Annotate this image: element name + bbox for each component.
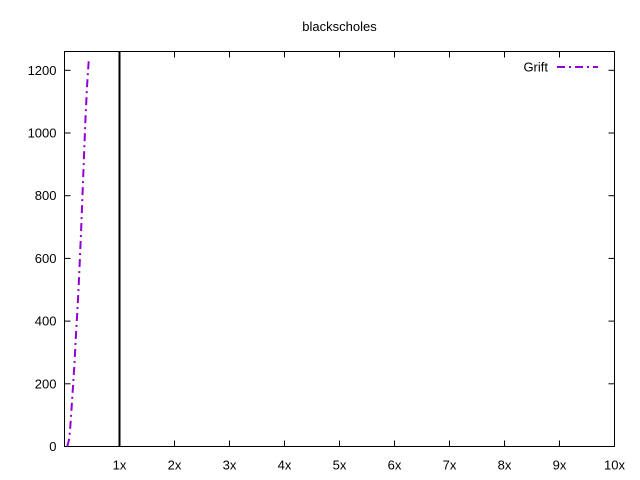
y-tick-label: 1200 (28, 63, 57, 78)
x-tick-label: 3x (223, 458, 237, 473)
y-tick-label: 800 (35, 188, 57, 203)
series-line-grift (66, 60, 90, 447)
series-layer (66, 60, 90, 447)
x-tick-label: 6x (388, 458, 402, 473)
x-tick-label: 8x (498, 458, 512, 473)
y-tick-label: 200 (35, 376, 57, 391)
y-tick-label: 0 (49, 439, 56, 454)
x-tick-label: 2x (168, 458, 182, 473)
x-tick-label: 9x (553, 458, 567, 473)
x-tick-label: 1x (113, 458, 127, 473)
x-tick-label: 7x (443, 458, 457, 473)
legend-label-grift: Grift (523, 60, 548, 75)
legend: Grift (523, 60, 598, 75)
y-tick-label: 1000 (28, 126, 57, 141)
y-tick-label: 600 (35, 251, 57, 266)
chart-title: blackscholes (302, 19, 377, 34)
x-tick-label: 10x (604, 458, 625, 473)
y-tick-label: 400 (35, 314, 57, 329)
plot-border (64, 51, 615, 447)
x-tick-label: 5x (333, 458, 347, 473)
axes: 0 200 400 600 800 1000 1200 1x 2x 3x 4x 5x 6x 7x 8x 9x 1… (28, 51, 625, 473)
x-tick-label: 4x (278, 458, 292, 473)
